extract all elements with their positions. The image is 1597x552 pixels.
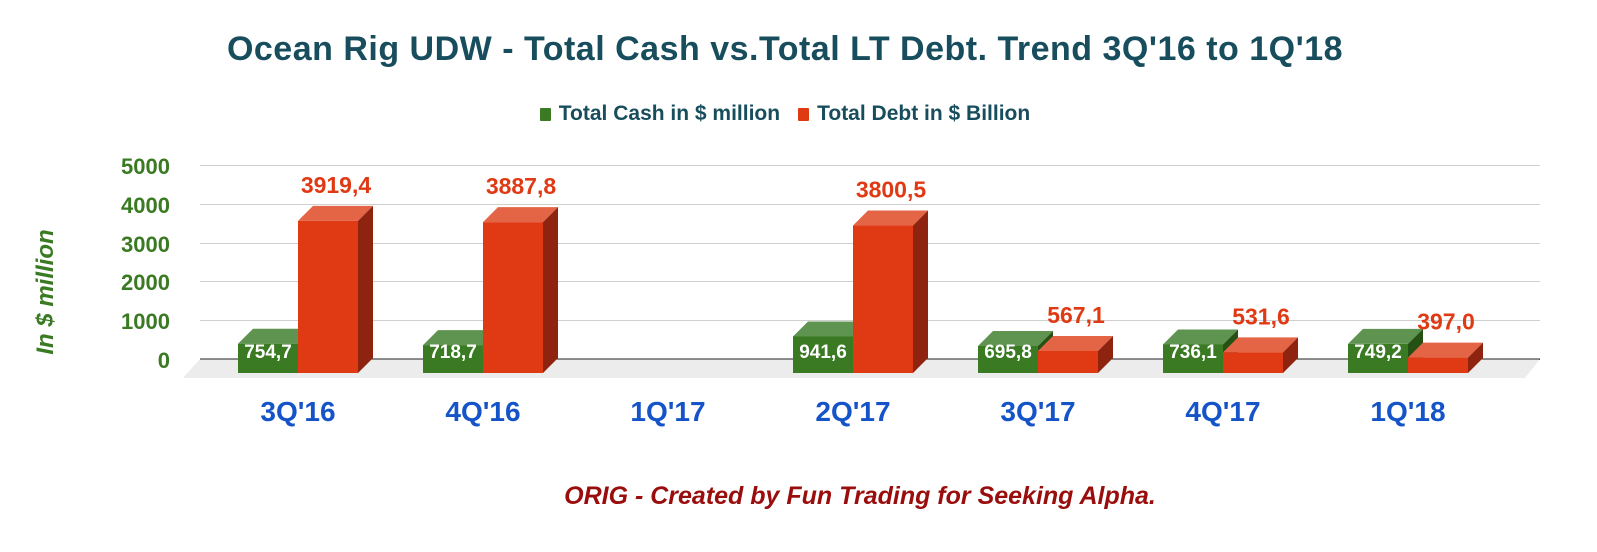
bar-front-face xyxy=(1223,352,1283,373)
cash-value-label: 736,1 xyxy=(1169,342,1217,363)
gridline xyxy=(200,165,1540,166)
bar-top-face xyxy=(1348,328,1423,344)
x-tick-label: 3Q'16 xyxy=(260,396,336,427)
x-tick-label: 1Q'17 xyxy=(630,396,706,427)
bar-top-face xyxy=(298,205,373,221)
bar-front-face xyxy=(1408,357,1468,373)
y-tick-label: 1000 xyxy=(121,309,170,335)
bar-top-face xyxy=(853,210,928,226)
bar-top-face xyxy=(423,330,498,346)
bar-side-face xyxy=(358,205,373,373)
cash-value-label: 718,7 xyxy=(429,342,477,363)
bar-front-face xyxy=(1348,343,1408,373)
chart-title: Ocean Rig UDW - Total Cash vs.Total LT D… xyxy=(226,30,1344,68)
bar-top-face xyxy=(1408,342,1483,358)
debt-value-label: 567,1 xyxy=(1047,302,1105,328)
legend-swatch-cash xyxy=(539,107,551,121)
legend-item-debt: Total Debt in $ Billion xyxy=(798,102,1030,126)
debt-value-label: 397,0 xyxy=(1417,309,1475,335)
legend-swatch-debt xyxy=(798,107,810,121)
bar-top-face xyxy=(483,207,558,223)
debt-value-label: 3887,8 xyxy=(486,173,557,199)
bar-side-face xyxy=(1098,335,1113,373)
cash-value-label: 749,2 xyxy=(1354,342,1402,363)
bar-front-face xyxy=(978,346,1038,373)
x-tick-label: 4Q'16 xyxy=(445,396,521,427)
bar-front-face xyxy=(483,222,543,373)
bar-debt xyxy=(483,207,558,373)
bar-front-face xyxy=(793,336,853,373)
y-tick-label: 2000 xyxy=(121,270,170,296)
bar-side-face xyxy=(913,210,928,373)
gridline xyxy=(200,204,1540,205)
bar-debt xyxy=(1038,335,1113,373)
bar-front-face xyxy=(238,343,298,373)
cash-value-label: 695,8 xyxy=(984,342,1032,363)
bar-front-face xyxy=(1038,350,1098,373)
legend-label-debt: Total Debt in $ Billion xyxy=(817,102,1031,125)
x-tick-label: 2Q'17 xyxy=(815,396,891,427)
bar-top-face xyxy=(978,331,1053,347)
bar-debt xyxy=(853,210,928,373)
bar-debt xyxy=(298,205,373,373)
chart-legend: Total Cash in $ million Total Debt in $ … xyxy=(0,102,1570,126)
x-tick-label: 4Q'17 xyxy=(1185,396,1261,427)
bar-front-face xyxy=(1163,344,1223,373)
y-tick-label: 3000 xyxy=(121,231,170,257)
cash-value-label: 941,6 xyxy=(799,342,847,363)
y-tick-label: 5000 xyxy=(121,154,170,179)
y-tick-label: 4000 xyxy=(121,192,170,218)
bar-side-face xyxy=(1283,337,1298,373)
bar-front-face xyxy=(853,225,913,373)
bar-top-face xyxy=(238,328,313,344)
bar-debt xyxy=(1223,337,1298,373)
debt-value-label: 531,6 xyxy=(1232,303,1290,329)
bar-top-face xyxy=(1163,329,1238,345)
cash-value-label: 754,7 xyxy=(244,342,292,363)
bar-side-face xyxy=(543,207,558,373)
bar-top-face xyxy=(793,321,868,337)
footer-credit: ORIG - Created by Fun Trading for Seekin… xyxy=(564,482,1156,510)
x-tick-label: 3Q'17 xyxy=(1000,396,1076,427)
bar-debt xyxy=(1408,342,1483,373)
bar-top-face xyxy=(1223,337,1298,353)
bar-side-face xyxy=(1468,342,1483,373)
bar-front-face xyxy=(298,220,358,373)
legend-label-cash: Total Cash in $ million xyxy=(558,102,781,125)
debt-value-label: 3919,4 xyxy=(301,172,372,198)
bar-front-face xyxy=(423,345,483,373)
y-tick-label: 0 xyxy=(157,348,170,373)
legend-item-cash: Total Cash in $ million xyxy=(539,102,781,126)
x-tick-label: 1Q'18 xyxy=(1370,396,1446,427)
debt-value-label: 3800,5 xyxy=(856,177,927,203)
bar-top-face xyxy=(1038,335,1113,351)
